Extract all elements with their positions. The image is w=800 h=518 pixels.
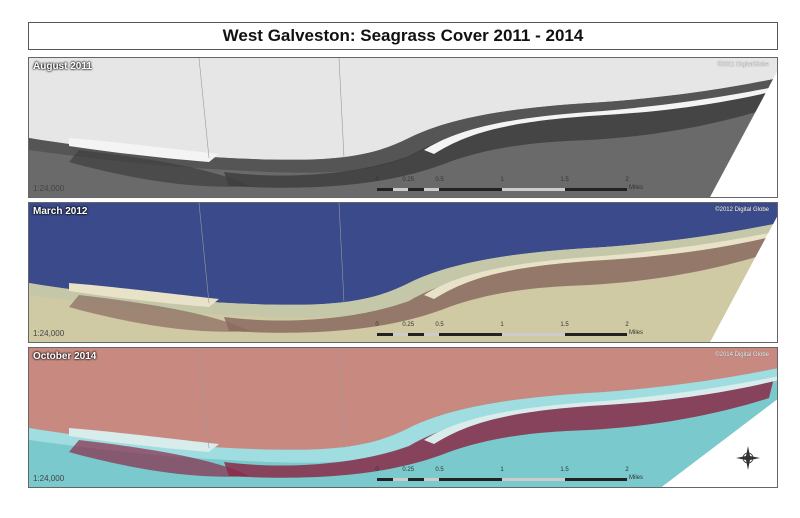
scale-tick-label: 1.5: [560, 322, 569, 328]
map-panel-2: March 2012 ©2012 Digital Globe 1:24,000 …: [28, 202, 778, 343]
map-scale-ratio: 1:24,000: [33, 184, 65, 193]
imagery-credit: ©2012 Digital Globe: [715, 207, 769, 213]
scale-bar-segment: [423, 478, 440, 481]
scale-tick-label: 0.25: [402, 322, 415, 328]
scale-tick-label: 0.25: [402, 177, 415, 183]
map-title: West Galveston: Seagrass Cover 2011 - 20…: [28, 22, 778, 50]
satellite-image: [29, 203, 777, 342]
scale-tick-label: 1: [500, 177, 504, 183]
scale-tick-label: 1.5: [560, 177, 569, 183]
scale-tick-label: 0: [375, 177, 379, 183]
scale-bar-segment: [423, 333, 440, 336]
scale-bar-segment: [423, 188, 440, 191]
map-panel-3: October 2014 ©2014 Digital Globe 1:24,00…: [28, 347, 778, 488]
scale-bar-segment: [392, 478, 409, 481]
scale-tick-label: 2: [625, 177, 629, 183]
scale-bar: 0 0.25 0.5 1 1.5 2 Miles: [375, 177, 643, 191]
scale-bar-segment: [502, 188, 565, 191]
map-scale-ratio: 1:24,000: [33, 329, 65, 338]
scale-tick-label: 0: [375, 467, 379, 473]
scale-unit: Miles: [629, 185, 644, 191]
scale-bar: 0 0.25 0.5 1 1.5 2 Miles: [375, 467, 643, 481]
panel-date-label: October 2014: [33, 351, 97, 362]
imagery-credit: ©2014 Digital Globe: [715, 352, 769, 358]
scale-bar: 0 0.25 0.5 1 1.5 2 Miles: [375, 322, 643, 336]
scale-tick-label: 0.5: [435, 467, 444, 473]
map-scale-ratio: 1:24,000: [33, 474, 65, 483]
scale-tick-label: 1: [500, 467, 504, 473]
scale-tick-label: 0: [375, 322, 379, 328]
satellite-image: [29, 348, 777, 487]
scale-bar-segment: [502, 478, 565, 481]
imagery-credit: ©2011 DigitalGlobe: [717, 62, 769, 68]
scale-unit: Miles: [629, 330, 644, 336]
scale-tick-label: 2: [625, 322, 629, 328]
scale-bar-segment: [502, 333, 565, 336]
scale-tick-label: 0.25: [402, 467, 415, 473]
scale-tick-label: 1.5: [560, 467, 569, 473]
panel-date-label: August 2011: [33, 61, 92, 72]
map-panel-1: August 2011 ©2011 DigitalGlobe 1:24,000 …: [28, 57, 778, 198]
scale-bar-segment: [392, 333, 409, 336]
compass-rose-icon: [736, 446, 760, 470]
satellite-image: [29, 58, 777, 197]
scale-tick-label: 0.5: [435, 177, 444, 183]
scale-unit: Miles: [629, 475, 644, 481]
scale-tick-label: 0.5: [435, 322, 444, 328]
scale-bar-segment: [392, 188, 409, 191]
scale-tick-label: 1: [500, 322, 504, 328]
panel-date-label: March 2012: [33, 206, 88, 217]
scale-tick-label: 2: [625, 467, 629, 473]
